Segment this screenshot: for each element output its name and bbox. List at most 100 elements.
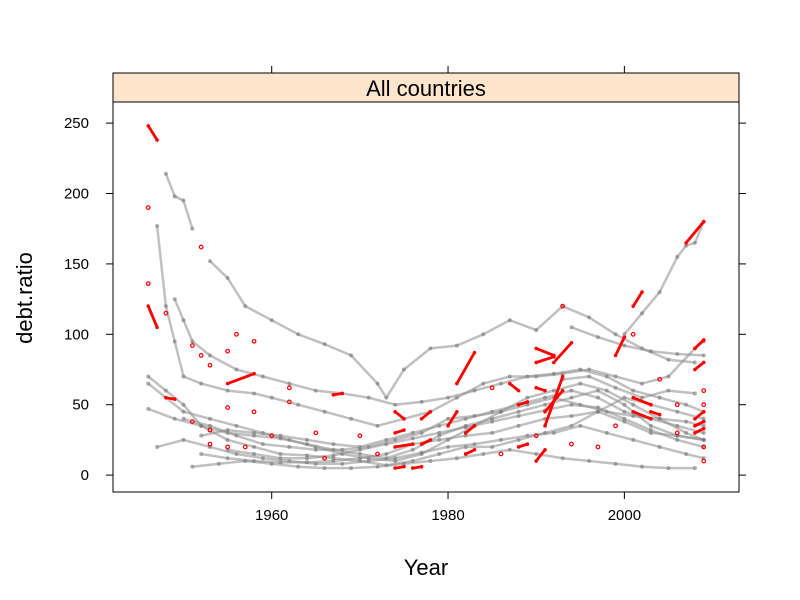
highlight-point — [207, 427, 213, 433]
series-point — [587, 374, 592, 379]
highlight-segment-point — [684, 240, 688, 245]
series-point — [252, 459, 257, 464]
series-point — [225, 437, 230, 442]
series-point — [675, 409, 680, 414]
series-point — [260, 374, 265, 379]
highlight-segment-point — [463, 452, 468, 456]
highlight-segment-point — [419, 442, 424, 446]
highlight-segment — [146, 304, 159, 329]
series-point — [410, 436, 415, 441]
series-point — [304, 437, 309, 442]
highlight-segment-point — [410, 466, 415, 470]
series-point — [701, 416, 706, 421]
highlight-segment-point — [543, 388, 547, 393]
y-axis-title: debt.ratio — [12, 252, 37, 344]
series-point — [278, 433, 283, 438]
highlight-segment-point — [631, 304, 635, 308]
series-point — [551, 371, 556, 376]
series-point — [684, 419, 689, 424]
highlight-point — [630, 331, 636, 337]
series-point — [287, 381, 292, 386]
series-point — [666, 357, 671, 362]
series-point — [516, 409, 521, 414]
highlight-segment-point — [649, 416, 653, 421]
series-point — [657, 416, 662, 421]
series-line — [155, 225, 705, 428]
highlight-segment-point — [428, 409, 433, 414]
series-point — [304, 460, 309, 465]
highlight-segment-point — [225, 381, 230, 386]
series-line — [201, 410, 704, 464]
series-point — [684, 430, 689, 435]
highlight-segment-point — [463, 431, 468, 435]
highlight-point — [613, 423, 618, 429]
series-point — [454, 343, 459, 348]
series-point — [349, 353, 354, 358]
series-point — [613, 332, 618, 337]
series-point — [666, 388, 671, 393]
series-point — [657, 290, 662, 295]
series-point — [278, 456, 283, 461]
highlight-segment-point — [693, 367, 697, 372]
highlight-point — [207, 441, 213, 447]
series-point — [146, 374, 151, 379]
series-point — [675, 437, 680, 442]
series-point — [631, 413, 636, 418]
series-point — [472, 442, 477, 447]
series-point — [234, 367, 239, 372]
series-point — [446, 444, 451, 449]
series-point — [490, 430, 495, 435]
highlight-segment-point — [543, 409, 547, 414]
highlight-segment-point — [701, 338, 706, 342]
highlight-point — [251, 338, 257, 344]
series-layer — [146, 171, 706, 471]
highlight-point — [701, 458, 707, 464]
series-point — [595, 405, 600, 410]
series-point — [507, 318, 512, 323]
highlight-point — [674, 402, 680, 408]
series-point — [666, 466, 671, 471]
series-point — [340, 461, 345, 466]
highlight-point — [375, 451, 380, 457]
series-point — [172, 297, 177, 302]
highlight-point — [189, 419, 195, 425]
series-point — [498, 381, 503, 386]
series-point — [172, 416, 177, 421]
series-point — [207, 353, 212, 358]
series-point — [260, 456, 265, 461]
series-point — [163, 171, 168, 176]
series-point — [463, 433, 468, 438]
series-line — [200, 389, 705, 449]
highlight-segment-point — [393, 445, 397, 449]
series-point — [428, 346, 433, 351]
series-line — [192, 448, 695, 470]
series-point — [631, 437, 636, 442]
series-point — [622, 343, 627, 348]
highlight-point — [569, 441, 574, 447]
series-point — [472, 413, 477, 418]
highlight-segment-point — [631, 409, 635, 414]
highlight-segment-point — [560, 388, 565, 393]
series-point — [234, 433, 239, 438]
series-point — [278, 436, 283, 441]
highlight-segment — [146, 124, 159, 142]
highlight-point — [357, 433, 363, 439]
highlight-segment-point — [534, 360, 539, 365]
highlight-segment-point — [693, 431, 697, 435]
panel-strip: All countries — [112, 72, 740, 103]
series-point — [225, 275, 230, 280]
series-point — [304, 453, 309, 458]
highlight-segment-point — [331, 393, 336, 397]
highlight-point — [657, 376, 663, 382]
series-point — [569, 395, 574, 400]
series-point — [516, 437, 521, 442]
x-tick-label: 2000 — [608, 507, 641, 524]
series-point — [648, 423, 653, 428]
highlight-segment-point — [543, 447, 547, 452]
highlight-segment-point — [552, 360, 556, 365]
series-point — [692, 466, 697, 471]
series-point — [207, 423, 212, 428]
series-point — [304, 456, 309, 461]
series-point — [181, 416, 186, 421]
highlight-point — [269, 433, 275, 439]
